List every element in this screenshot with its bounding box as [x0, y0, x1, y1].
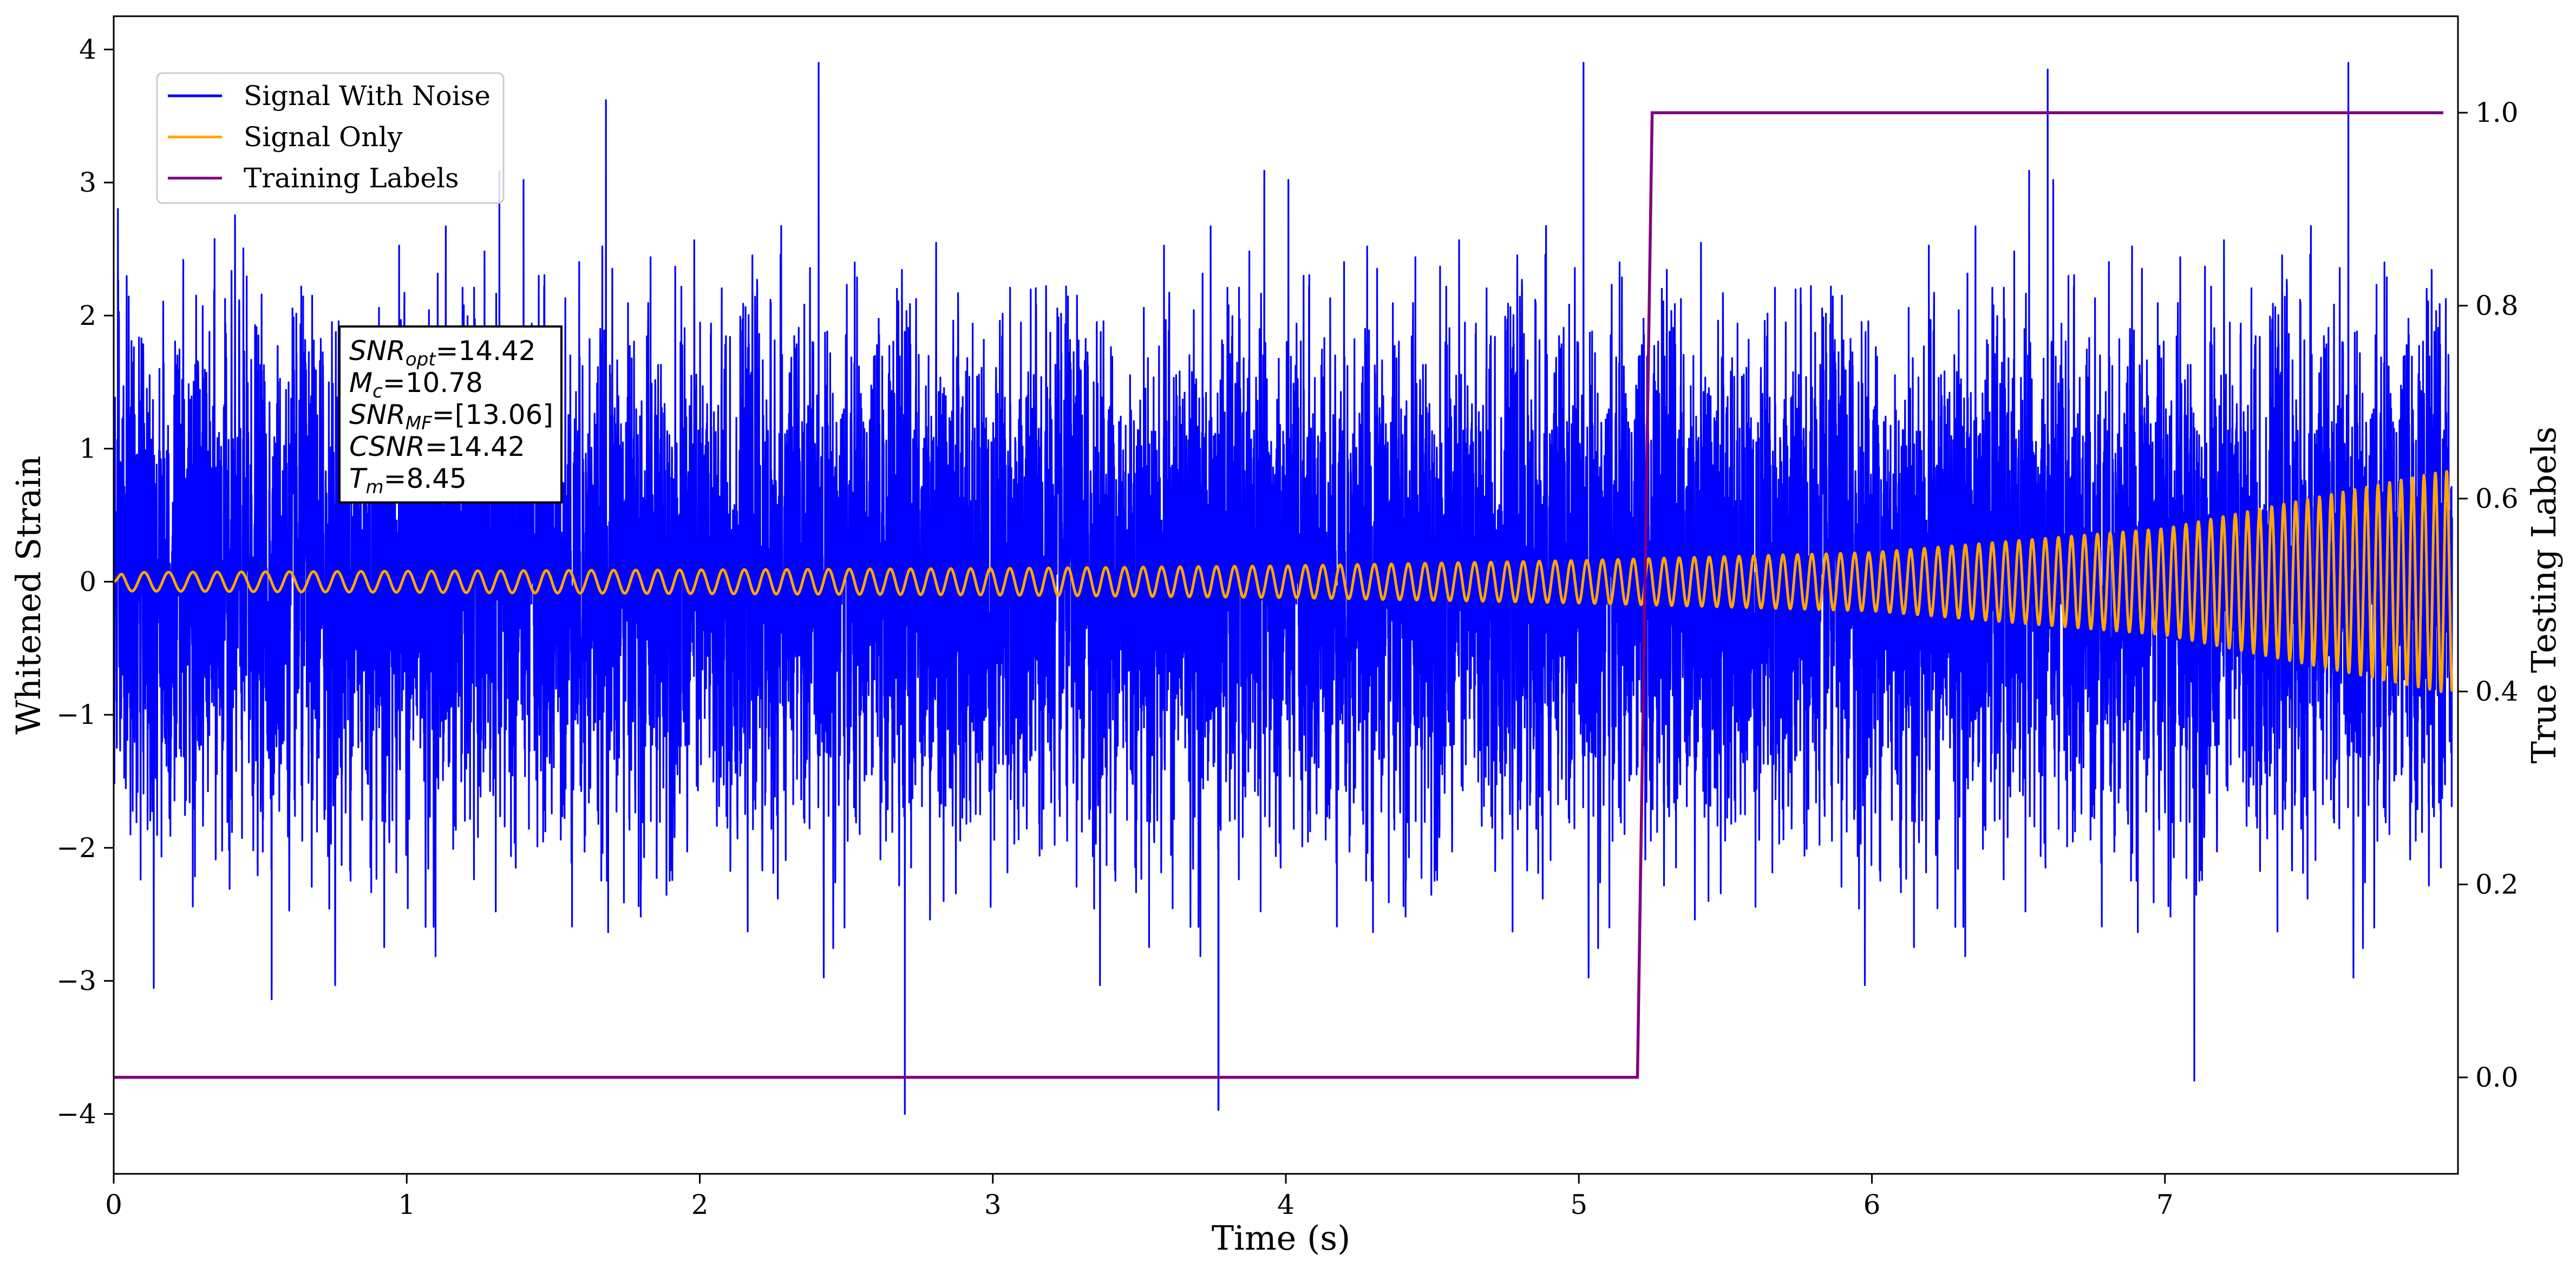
y-right-tick-label: 0.0 [2475, 1062, 2519, 1093]
series-signal-only [114, 470, 2454, 693]
annotation-frame [338, 325, 563, 504]
x-tick-label: 7 [2156, 1189, 2174, 1220]
y-tick-label: 4 [79, 34, 96, 65]
y-tick-label: 2 [79, 300, 96, 331]
x-tick-label: 1 [398, 1189, 415, 1220]
y-tick-label: 0 [79, 566, 96, 597]
series-signal-with-noise [114, 62, 2453, 1115]
y-axis-label: Whitened Strain [9, 456, 48, 735]
y-tick-label: −3 [56, 965, 96, 997]
y-right-tick-label: 0.8 [2475, 290, 2519, 322]
y-tick-label: −4 [56, 1098, 96, 1129]
y-tick-label: −2 [56, 832, 96, 864]
x-tick-label: 3 [984, 1189, 1002, 1220]
x-tick-label: 0 [105, 1189, 122, 1220]
annotation-line-4: CSNR=14.42 [349, 431, 525, 462]
legend-label-training-labels: Training Labels [244, 162, 459, 194]
series-training-labels [114, 111, 2443, 1079]
annotation-line-2: Mc=10.78 [349, 367, 483, 402]
y-tick-label: −1 [56, 699, 96, 730]
x-tick-label: 4 [1277, 1189, 1294, 1220]
y-right-tick-label: 0.4 [2475, 676, 2519, 707]
y-right-tick-label: 0.2 [2475, 869, 2519, 900]
legend-label-signal-with-noise: Signal With Noise [244, 80, 491, 112]
annotation-line-3: SNRMF=[13.06] [349, 399, 553, 434]
x-axis-label: Time (s) [1212, 1218, 1351, 1258]
y-tick-label: 3 [79, 167, 96, 198]
y-axis-left: −4 −3 −2 −1 0 1 2 3 4 [56, 34, 114, 1129]
legend: Signal With Noise Signal Only Training L… [156, 72, 505, 204]
x-tick-label: 5 [1570, 1189, 1587, 1220]
y-right-tick-label: 1.0 [2475, 97, 2519, 128]
annotation-box: SNRopt=14.42 Mc=10.78 SNRMF=[13.06] CSNR… [338, 325, 563, 504]
annotation-line-1: SNRopt=14.42 [349, 335, 536, 370]
x-tick-label: 6 [1864, 1189, 1881, 1220]
y-tick-label: 1 [79, 433, 96, 465]
y-axis-right-label: True Testing Labels [2524, 427, 2564, 764]
y-axis-right: 0.0 0.2 0.4 0.6 0.8 1.0 [2458, 97, 2519, 1093]
legend-box [156, 72, 505, 204]
y-right-tick-label: 0.6 [2475, 483, 2519, 514]
legend-label-signal-only: Signal Only [244, 121, 403, 153]
annotation-line-5: Tm=8.45 [349, 463, 467, 498]
plot-area [114, 62, 2454, 1115]
x-axis: 0 1 2 3 4 5 6 7 [105, 1174, 2174, 1220]
x-tick-label: 2 [691, 1189, 709, 1220]
